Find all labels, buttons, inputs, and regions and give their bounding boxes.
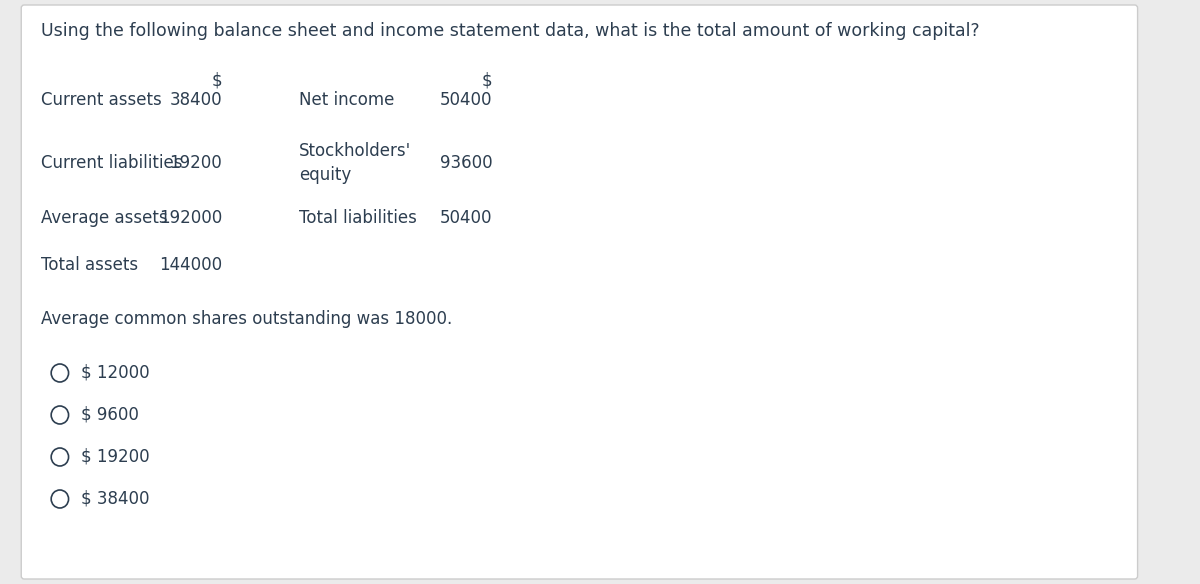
Text: $: $ [482, 72, 492, 90]
Text: $ 12000: $ 12000 [82, 364, 150, 382]
Text: 19200: 19200 [169, 154, 222, 172]
Text: Net income: Net income [299, 91, 395, 109]
Text: 144000: 144000 [158, 256, 222, 274]
Text: Total liabilities: Total liabilities [299, 209, 418, 227]
Text: Current liabilities: Current liabilities [41, 154, 182, 172]
Text: 38400: 38400 [169, 91, 222, 109]
Text: 192000: 192000 [158, 209, 222, 227]
Text: Stockholders'
equity: Stockholders' equity [299, 142, 412, 184]
Text: 93600: 93600 [440, 154, 492, 172]
Text: Total assets: Total assets [41, 256, 138, 274]
Text: $ 19200: $ 19200 [82, 448, 150, 466]
Text: Average common shares outstanding was 18000.: Average common shares outstanding was 18… [41, 310, 452, 328]
Text: 50400: 50400 [440, 209, 492, 227]
Text: $ 9600: $ 9600 [82, 406, 139, 424]
FancyBboxPatch shape [22, 5, 1138, 579]
Text: 50400: 50400 [440, 91, 492, 109]
Text: $: $ [211, 72, 222, 90]
Text: Using the following balance sheet and income statement data, what is the total a: Using the following balance sheet and in… [41, 22, 979, 40]
Text: $ 38400: $ 38400 [82, 490, 150, 508]
Text: Average assets: Average assets [41, 209, 167, 227]
Text: Current assets: Current assets [41, 91, 161, 109]
